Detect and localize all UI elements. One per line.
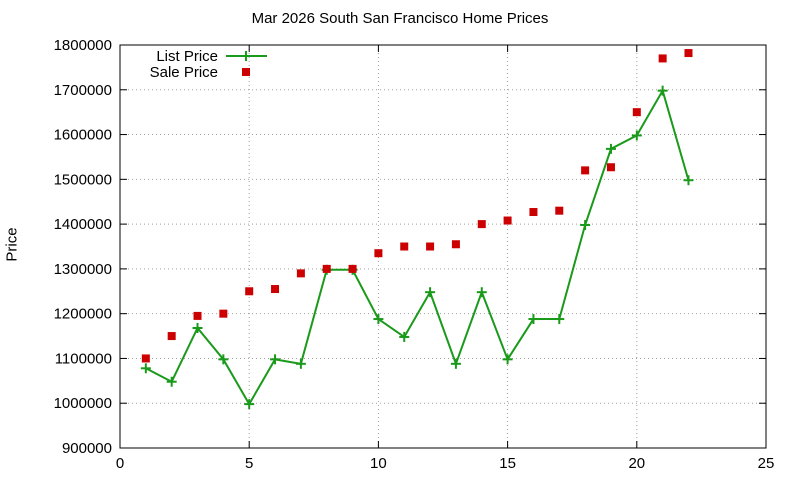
list-price-point <box>373 314 384 325</box>
sale-price-point <box>374 249 383 258</box>
sale-price-point <box>245 287 254 296</box>
x-tick-label: 5 <box>245 455 253 472</box>
series-layer <box>140 49 694 410</box>
sale-price-point <box>322 264 331 273</box>
list-price-point <box>631 130 642 141</box>
sale-price-point <box>529 208 538 217</box>
y-tick-label: 1300000 <box>54 261 112 278</box>
sale-price-point <box>684 49 693 58</box>
sale-price-point <box>555 206 564 215</box>
list-price-point <box>657 85 668 96</box>
list-price-point <box>218 354 229 365</box>
list-price-point <box>166 376 177 387</box>
legend-label: Sale Price <box>150 64 218 81</box>
list-price-point <box>425 287 436 298</box>
sale-price-point <box>219 309 228 318</box>
list-price-point <box>554 314 565 325</box>
sale-price-point <box>426 242 435 251</box>
x-tick-label: 20 <box>628 455 645 472</box>
sale-price-point <box>271 285 280 294</box>
list-price-point <box>244 399 255 410</box>
list-price-point <box>140 363 151 374</box>
sale-price-point <box>477 220 486 229</box>
x-tick-label: 0 <box>116 455 124 472</box>
list-price-point <box>192 322 203 333</box>
sale-price-point <box>581 166 590 175</box>
sale-price-point <box>141 354 150 363</box>
list-price-point <box>528 314 539 325</box>
sale-price-point <box>503 216 512 225</box>
list-price-point <box>399 331 410 342</box>
chart-title: Mar 2026 South San Francisco Home Prices <box>251 10 549 27</box>
list-price-point <box>683 175 694 186</box>
list-price-point <box>295 358 306 369</box>
sale-price-point <box>632 108 641 117</box>
list-price-point <box>580 220 591 231</box>
x-tick-label: 15 <box>499 455 516 472</box>
list-price-point <box>502 354 513 365</box>
y-tick-label: 1000000 <box>54 395 112 412</box>
sale-price-point <box>606 163 615 172</box>
sale-price-point <box>451 240 460 249</box>
sale-price-point <box>296 269 305 278</box>
y-tick-label: 900000 <box>62 440 112 457</box>
y-tick-label: 1200000 <box>54 306 112 323</box>
legend-label: List Price <box>156 48 218 65</box>
y-tick-label: 1800000 <box>54 37 112 54</box>
plot-frame <box>119 44 767 449</box>
axis-ticks: 0 5 10 15 20 25 900000 1000000 1100000 1200000 130… <box>54 37 775 472</box>
sale-price-point <box>193 311 202 320</box>
sale-price-point <box>400 242 409 251</box>
list-price-point <box>450 358 461 369</box>
list-price-point <box>605 143 616 154</box>
sale-price-point <box>167 332 176 341</box>
sale-price-point <box>348 264 357 273</box>
grid-lines <box>120 45 766 448</box>
y-tick-label: 1500000 <box>54 171 112 188</box>
legend-square-marker <box>242 68 250 76</box>
y-tick-label: 1600000 <box>54 127 112 144</box>
y-tick-label: 1700000 <box>54 82 112 99</box>
list-price-line <box>145 88 690 407</box>
y-tick-label: 1400000 <box>54 216 112 233</box>
y-tick-label: 1100000 <box>55 350 112 367</box>
x-tick-label: 10 <box>370 455 387 472</box>
legend-plus-marker <box>241 51 251 61</box>
x-tick-label: 25 <box>758 455 775 472</box>
sale-price-point <box>658 54 667 63</box>
list-price-point <box>476 287 487 298</box>
list-price-point <box>270 354 281 365</box>
